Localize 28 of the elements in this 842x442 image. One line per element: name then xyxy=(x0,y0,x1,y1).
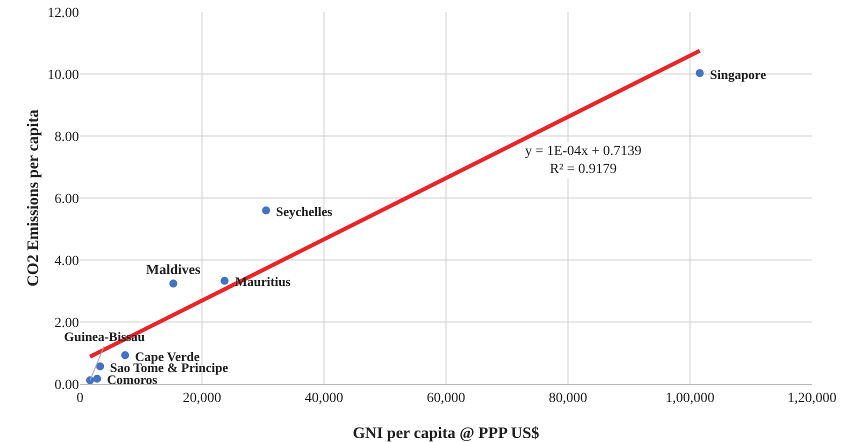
y-tick-label: 6.00 xyxy=(54,192,79,207)
point xyxy=(96,362,104,370)
y-axis-title: CO2 Emissions per capita xyxy=(25,109,42,287)
x-tick-label: 40,000 xyxy=(304,390,344,406)
y-tick-label: 8.00 xyxy=(54,130,79,145)
x-tick-label: 20,000 xyxy=(182,390,222,406)
x-tick-label: 0 xyxy=(76,390,84,406)
point xyxy=(696,69,704,78)
point xyxy=(262,206,270,214)
point xyxy=(220,276,229,285)
x-tick-label: 1,20,000 xyxy=(788,390,836,406)
point xyxy=(93,374,102,383)
y-tick-label: 0.00 xyxy=(54,378,79,393)
annotation: Seychelles xyxy=(276,204,332,219)
x-axis-title: GNI per capita @ PPP US$ xyxy=(352,425,540,442)
annotation: Singapore xyxy=(710,67,766,82)
x-tick-label: 80,000 xyxy=(548,390,588,406)
y-tick-label: 12.00 xyxy=(48,6,79,21)
y-tick-label: 2.00 xyxy=(54,316,79,331)
x-tick-label: 1,00,000 xyxy=(666,390,714,406)
y-tick-label: 10.00 xyxy=(48,68,79,83)
annotation: y = 1E-04x + 0.7139 R² = 0.9179 xyxy=(525,144,642,178)
annotation: Maldives xyxy=(146,263,201,278)
x-tick-label: 60,000 xyxy=(426,390,466,406)
y-tick-label: 4.00 xyxy=(54,254,79,269)
point xyxy=(169,280,178,288)
point xyxy=(121,351,130,360)
annotation: Comoros xyxy=(107,372,158,387)
